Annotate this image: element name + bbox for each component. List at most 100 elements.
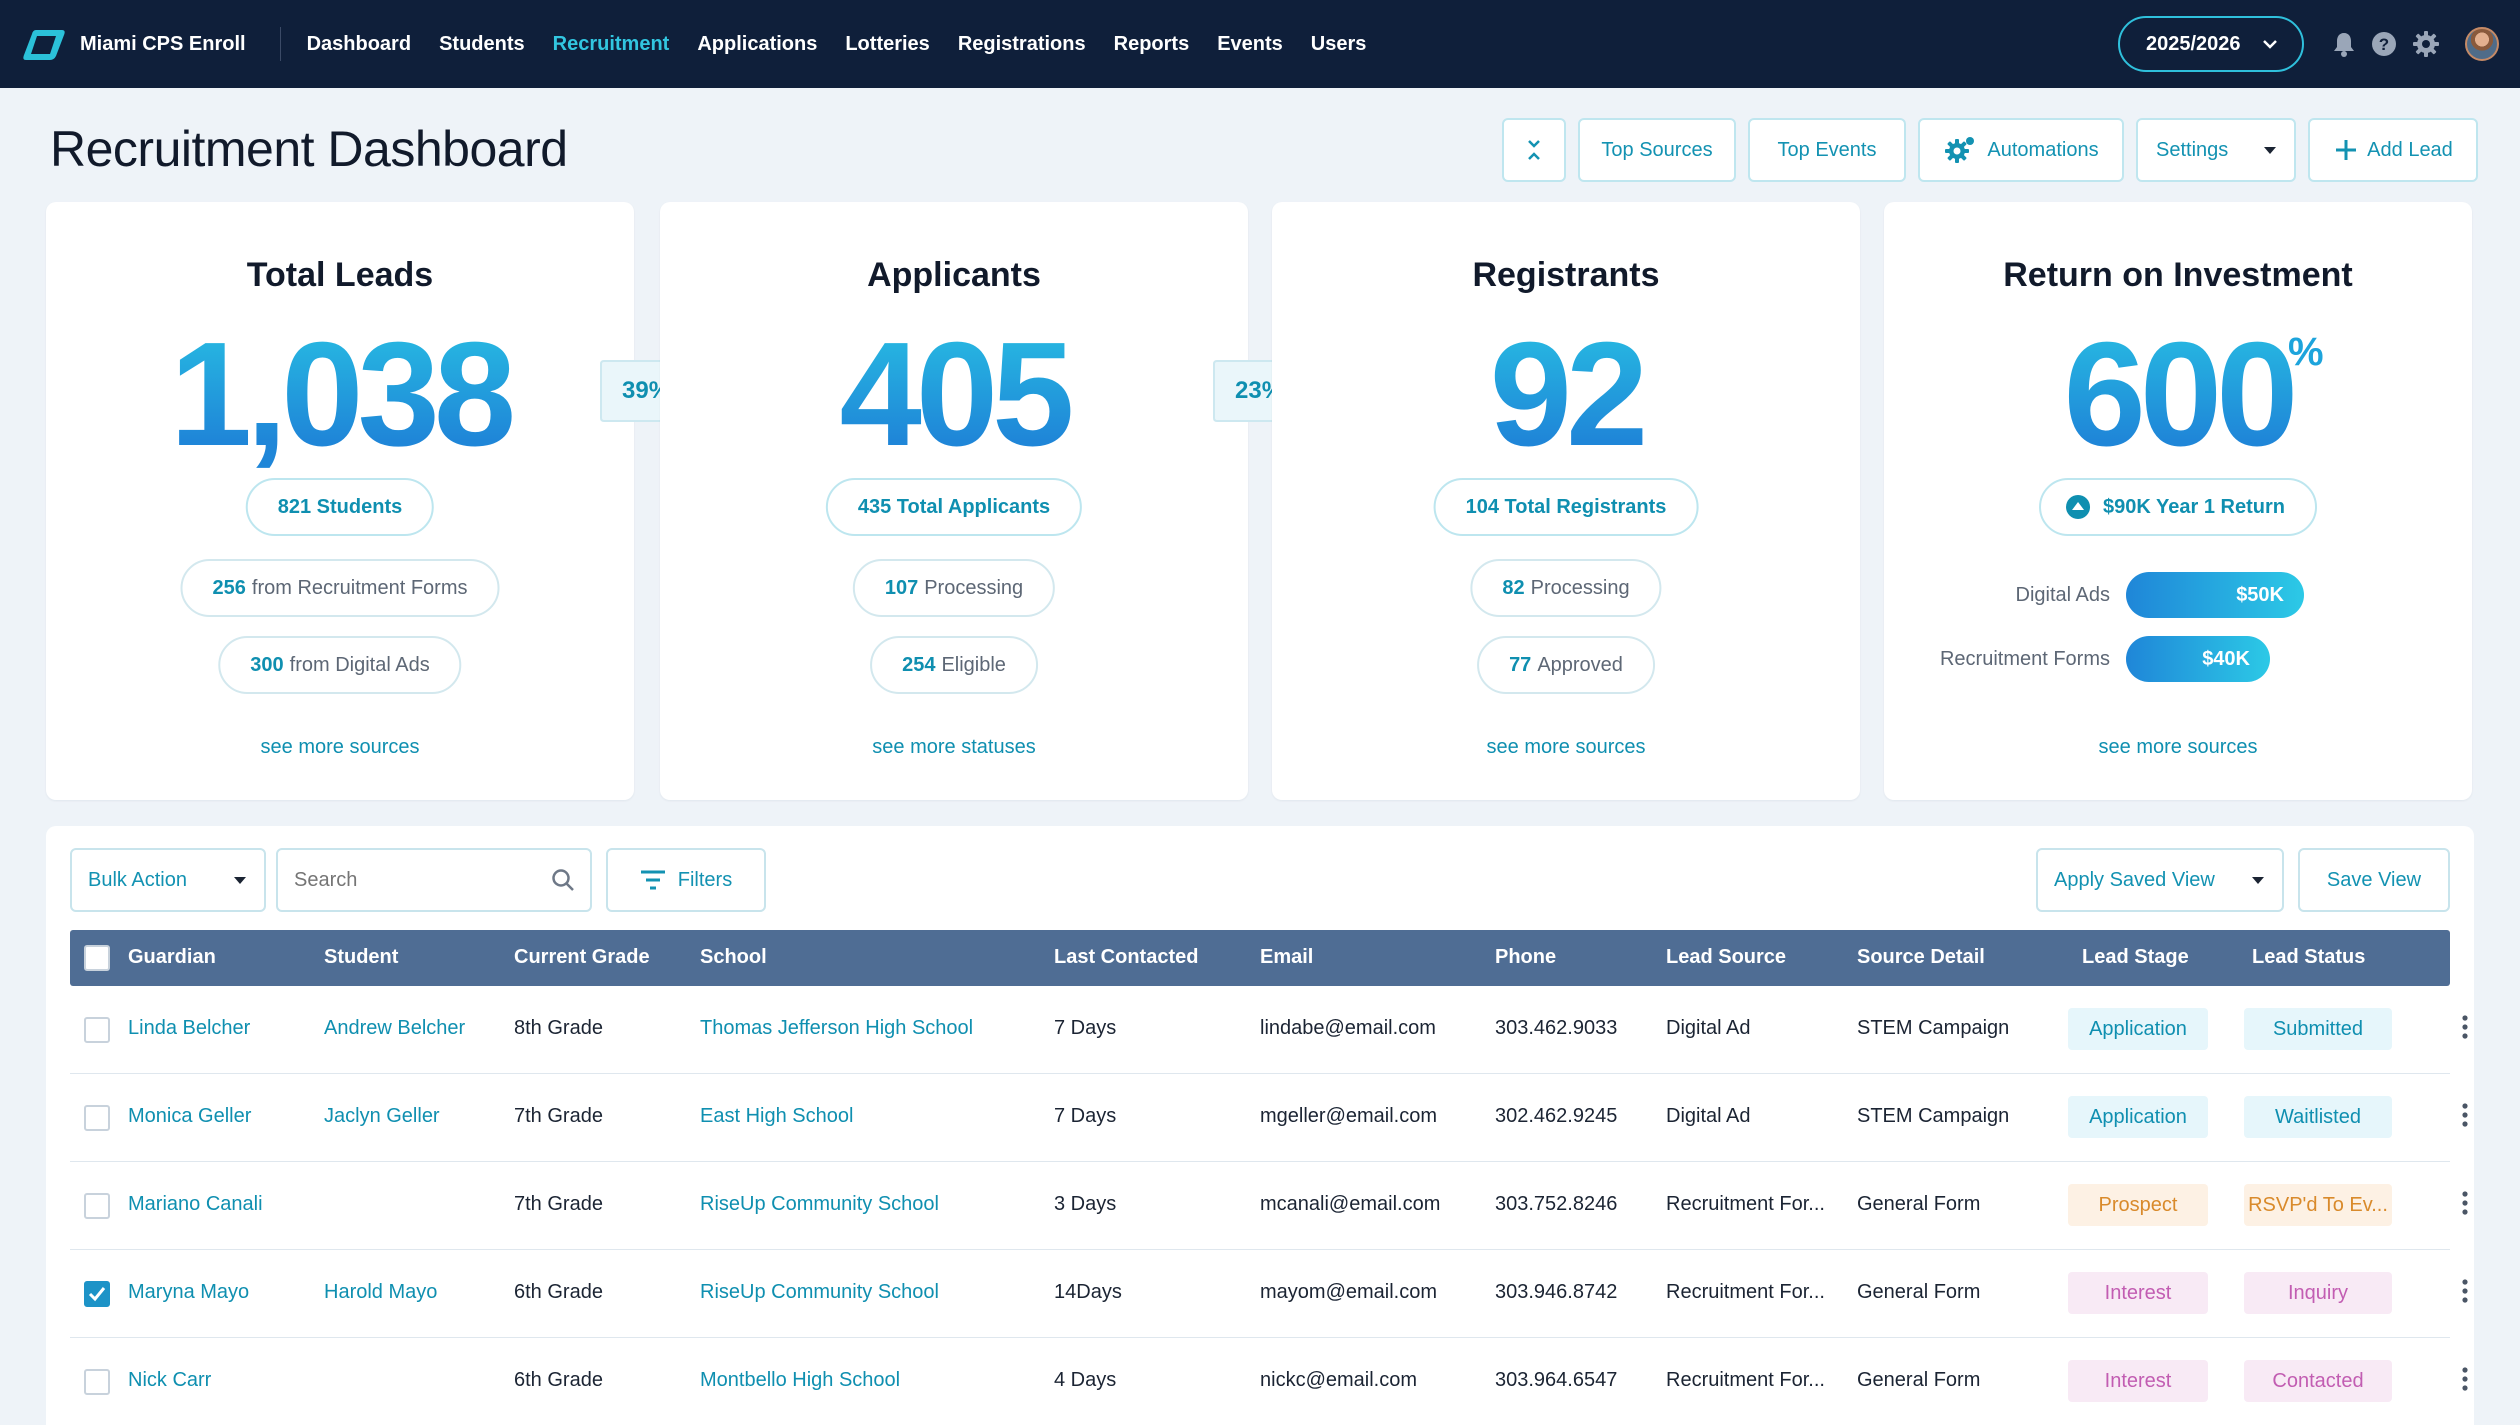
more-options-icon[interactable] bbox=[2462, 1190, 2468, 1216]
student-link[interactable]: Harold Mayo bbox=[324, 1281, 438, 1303]
guardian-link[interactable]: Nick Carr bbox=[128, 1369, 212, 1391]
app-logo[interactable]: Miami CPS Enroll bbox=[22, 26, 246, 62]
column-lead-source[interactable]: Lead Source bbox=[1666, 946, 1787, 968]
select-all-checkbox[interactable] bbox=[84, 945, 110, 971]
lead-stage-badge[interactable]: Interest bbox=[2068, 1272, 2208, 1314]
column-email[interactable]: Email bbox=[1260, 946, 1314, 968]
year-one-return-pill[interactable]: $90K Year 1 Return bbox=[2039, 478, 2317, 536]
lead-status-badge[interactable]: Inquiry bbox=[2244, 1272, 2392, 1314]
table-row[interactable]: Monica Geller Jaclyn Geller 7th Grade East … bbox=[70, 1074, 2468, 1162]
see-more-sources-link[interactable]: see more sources bbox=[260, 736, 420, 758]
filters-button[interactable]: Filters bbox=[606, 848, 766, 912]
top-events-button[interactable]: Top Events bbox=[1748, 118, 1906, 182]
table-row[interactable]: Nick Carr 6th Grade Montbello High School 4… bbox=[70, 1338, 2468, 1425]
school-link[interactable]: East High School bbox=[700, 1105, 854, 1127]
total-applicants-pill[interactable]: 435 Total Applicants bbox=[825, 478, 1083, 536]
more-options-icon[interactable] bbox=[2462, 1278, 2468, 1304]
see-more-sources-link[interactable]: see more sources bbox=[2098, 736, 2258, 758]
automations-button[interactable]: Automations bbox=[1918, 118, 2124, 182]
lead-stage-badge[interactable]: Prospect bbox=[2068, 1184, 2208, 1226]
roi-bar-label: Recruitment Forms bbox=[1939, 648, 2110, 670]
row-checkbox[interactable] bbox=[84, 1281, 110, 1307]
column-lead-status[interactable]: Lead Status bbox=[2252, 946, 2366, 968]
column-phone[interactable]: Phone bbox=[1495, 946, 1557, 968]
nav-lotteries[interactable]: Lotteries bbox=[845, 32, 930, 55]
school-year-select[interactable]: 2025/2026 bbox=[2118, 16, 2304, 72]
table-row[interactable]: Maryna Mayo Harold Mayo 6th Grade RiseUp Co… bbox=[70, 1250, 2468, 1338]
students-count-pill[interactable]: 821 Students bbox=[245, 478, 435, 536]
row-checkbox[interactable] bbox=[84, 1193, 110, 1219]
roi-bar-row[interactable]: Digital Ads $50K bbox=[1884, 572, 2472, 618]
help-icon[interactable]: ? bbox=[2370, 30, 2398, 58]
gear-icon[interactable] bbox=[2412, 30, 2440, 58]
column-current-grade[interactable]: Current Grade bbox=[514, 946, 650, 968]
guardian-link[interactable]: Linda Belcher bbox=[128, 1017, 251, 1039]
nav-dashboard[interactable]: Dashboard bbox=[306, 32, 412, 55]
school-link[interactable]: RiseUp Community School bbox=[700, 1193, 939, 1215]
arrow-up-circle-icon bbox=[2066, 495, 2091, 519]
card-title: Return on Investment bbox=[2003, 256, 2353, 294]
roi-bar-row[interactable]: Recruitment Forms $40K bbox=[1884, 636, 2472, 682]
column-school[interactable]: School bbox=[700, 946, 767, 968]
settings-dropdown[interactable]: Settings bbox=[2136, 118, 2296, 182]
add-lead-button[interactable]: Add Lead bbox=[2308, 118, 2478, 182]
save-view-button[interactable]: Save View bbox=[2298, 848, 2450, 912]
more-options-icon[interactable] bbox=[2462, 1014, 2468, 1040]
column-source-detail[interactable]: Source Detail bbox=[1857, 946, 1985, 968]
student-link[interactable]: Jaclyn Geller bbox=[324, 1105, 440, 1127]
lead-stage-badge[interactable]: Application bbox=[2068, 1008, 2208, 1050]
collapse-button[interactable] bbox=[1502, 118, 1566, 182]
nav-registrations[interactable]: Registrations bbox=[957, 32, 1086, 55]
recruitment-forms-pill[interactable]: 256 from Recruitment Forms bbox=[180, 559, 500, 617]
nav-applications[interactable]: Applications bbox=[697, 32, 818, 55]
processing-pill[interactable]: 82 Processing bbox=[1470, 559, 1662, 617]
nav-students[interactable]: Students bbox=[439, 32, 525, 55]
lead-status-badge[interactable]: Submitted bbox=[2244, 1008, 2392, 1050]
lead-status-badge[interactable]: RSVP'd To Ev... bbox=[2244, 1184, 2392, 1226]
column-lead-stage[interactable]: Lead Stage bbox=[2082, 946, 2189, 968]
email-cell: mayom@email.com bbox=[1260, 1281, 1438, 1303]
column-student[interactable]: Student bbox=[324, 946, 399, 968]
row-checkbox[interactable] bbox=[84, 1105, 110, 1131]
search-input[interactable] bbox=[294, 868, 544, 892]
table-row[interactable]: Linda Belcher Andrew Belcher 8th Grade Thom… bbox=[70, 986, 2468, 1074]
see-more-sources-link[interactable]: see more sources bbox=[1486, 736, 1646, 758]
nav-recruitment[interactable]: Recruitment bbox=[552, 32, 670, 55]
nav-events[interactable]: Events bbox=[1217, 32, 1283, 55]
student-link[interactable]: Andrew Belcher bbox=[324, 1017, 466, 1039]
bulk-action-dropdown[interactable]: Bulk Action bbox=[70, 848, 266, 912]
guardian-link[interactable]: Mariano Canali bbox=[128, 1193, 263, 1215]
search-icon[interactable] bbox=[550, 867, 576, 893]
user-avatar[interactable] bbox=[2465, 27, 2499, 61]
row-checkbox[interactable] bbox=[84, 1017, 110, 1043]
processing-pill[interactable]: 107 Processing bbox=[852, 559, 1056, 617]
approved-pill[interactable]: 77 Approved bbox=[1477, 636, 1655, 694]
total-registrants-pill[interactable]: 104 Total Registrants bbox=[1433, 478, 1699, 536]
lead-status-badge[interactable]: Contacted bbox=[2244, 1360, 2392, 1402]
more-options-icon[interactable] bbox=[2462, 1366, 2468, 1392]
nav-divider bbox=[279, 27, 281, 61]
nav-users[interactable]: Users bbox=[1310, 32, 1367, 55]
see-more-statuses-link[interactable]: see more statuses bbox=[872, 736, 1036, 758]
school-link[interactable]: Thomas Jefferson High School bbox=[700, 1017, 974, 1039]
guardian-link[interactable]: Maryna Mayo bbox=[128, 1281, 250, 1303]
digital-ads-pill[interactable]: 300 from Digital Ads bbox=[218, 636, 462, 694]
lead-stage-badge[interactable]: Application bbox=[2068, 1096, 2208, 1138]
school-link[interactable]: Montbello High School bbox=[700, 1369, 901, 1391]
apply-saved-view-dropdown[interactable]: Apply Saved View bbox=[2036, 848, 2284, 912]
nav-reports[interactable]: Reports bbox=[1113, 32, 1190, 55]
lead-stage-badge[interactable]: Interest bbox=[2068, 1360, 2208, 1402]
last-contacted-cell: 4 Days bbox=[1054, 1369, 1117, 1391]
bell-icon[interactable] bbox=[2330, 30, 2358, 58]
lead-status-badge[interactable]: Waitlisted bbox=[2244, 1096, 2392, 1138]
more-options-icon[interactable] bbox=[2462, 1102, 2468, 1128]
school-link[interactable]: RiseUp Community School bbox=[700, 1281, 939, 1303]
column-last-contacted[interactable]: Last Contacted bbox=[1054, 946, 1199, 968]
table-row[interactable]: Mariano Canali 7th Grade RiseUp Community … bbox=[70, 1162, 2468, 1250]
row-checkbox[interactable] bbox=[84, 1369, 110, 1395]
eligible-pill[interactable]: 254 Eligible bbox=[870, 636, 1038, 694]
top-sources-button[interactable]: Top Sources bbox=[1578, 118, 1736, 182]
guardian-link[interactable]: Monica Geller bbox=[128, 1105, 252, 1127]
column-guardian[interactable]: Guardian bbox=[128, 946, 216, 968]
search-box[interactable] bbox=[276, 848, 592, 912]
